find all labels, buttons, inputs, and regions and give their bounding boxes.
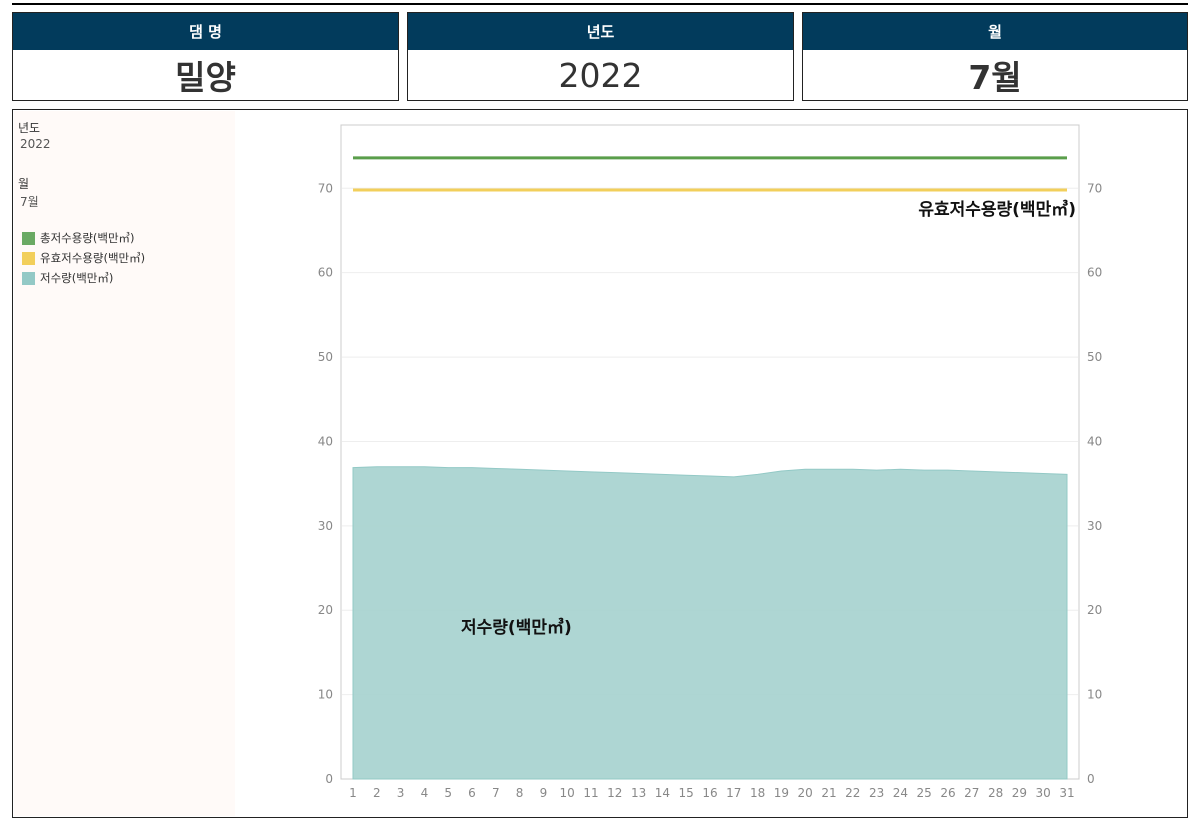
dam-name-value: 밀양 [175, 58, 236, 97]
x-tick-label: 22 [845, 786, 860, 800]
legend-item-storage[interactable]: 저수량(백만㎥) [22, 270, 113, 286]
dam-name-card: 댐 명 밀양 [12, 12, 399, 101]
y-tick-label-left: 70 [318, 181, 333, 195]
legend-item-effective[interactable]: 유효저수용량(백만㎥) [22, 250, 145, 266]
x-tick-label: 26 [940, 786, 955, 800]
annotation-storage: 저수량(백만㎥) [461, 617, 572, 638]
legend-swatch-total [22, 231, 35, 245]
y-tick-label-right: 70 [1087, 181, 1102, 195]
x-tick-label: 14 [655, 786, 670, 800]
y-tick-label-left: 60 [318, 266, 333, 280]
legend-label-total: 총저수용량(백만㎥) [40, 231, 135, 245]
x-tick-label: 15 [679, 786, 694, 800]
x-tick-label: 9 [540, 786, 548, 800]
x-tick-label: 19 [774, 786, 789, 800]
x-tick-label: 28 [988, 786, 1003, 800]
y-tick-label-right: 20 [1087, 603, 1102, 617]
x-tick-label: 31 [1059, 786, 1074, 800]
series-group [352, 156, 1068, 780]
y-tick-label-left: 0 [325, 772, 333, 786]
x-tick-label: 12 [607, 786, 622, 800]
y-tick-label-right: 10 [1087, 688, 1102, 702]
x-tick-label: 6 [468, 786, 476, 800]
x-tick-label: 23 [869, 786, 884, 800]
y-tick-label-right: 60 [1087, 266, 1102, 280]
legend-swatch-effective [22, 251, 35, 265]
year-card: 년도 2022 [407, 12, 794, 101]
y-tick-label-right: 0 [1087, 772, 1095, 786]
year-filter-label: 년도 [18, 121, 41, 135]
month-filter-value[interactable]: 7월 [20, 195, 39, 209]
x-tick-label: 5 [444, 786, 452, 800]
top-rule [12, 3, 1188, 5]
year-header: 년도 [408, 13, 793, 50]
x-tick-label: 17 [726, 786, 741, 800]
x-tick-label: 25 [917, 786, 932, 800]
x-tick-label: 20 [798, 786, 813, 800]
series-area-storage [352, 466, 1068, 780]
x-tick-label: 1 [349, 786, 357, 800]
legend-label-effective: 유효저수용량(백만㎥) [40, 251, 146, 265]
y-tick-label-left: 50 [318, 350, 333, 364]
y-axis-right: 0 10 20 30 40 50 60 70 [1087, 181, 1102, 786]
y-tick-label-left: 10 [318, 688, 333, 702]
month-card: 월 7월 [802, 12, 1188, 101]
month-header: 월 [803, 13, 1187, 50]
x-tick-label: 27 [964, 786, 979, 800]
annotation-effective-capacity: 유효저수용량(백만㎥) [918, 199, 1076, 220]
y-axis-left: 0 10 20 30 40 50 60 70 [318, 181, 333, 786]
x-axis: 1 2 3 4 5 6 7 8 9 10 11 12 13 14 15 16 17 18 19 20 21 22 23 24 2… [349, 786, 1074, 800]
year-filter-value[interactable]: 2022 [20, 137, 51, 151]
y-tick-label-left: 20 [318, 603, 333, 617]
x-tick-label: 2 [373, 786, 381, 800]
x-tick-label: 10 [560, 786, 575, 800]
y-tick-label-right: 40 [1087, 434, 1102, 448]
month-filter-label: 월 [18, 177, 30, 191]
x-tick-label: 4 [421, 786, 429, 800]
x-tick-label: 24 [893, 786, 908, 800]
year-value: 2022 [558, 55, 643, 95]
x-tick-label: 29 [1012, 786, 1027, 800]
legend-item-total[interactable]: 총저수용량(백만㎥) [22, 230, 135, 246]
legend-label-storage: 저수량(백만㎥) [40, 271, 114, 285]
y-tick-label-right: 50 [1087, 350, 1102, 364]
x-tick-label: 18 [750, 786, 765, 800]
filter-sidebar: 년도 2022 월 7월 총저수용량(백만㎥) 유효저수용량(백만㎥) 저수량(… [14, 111, 235, 816]
x-tick-label: 7 [492, 786, 500, 800]
x-tick-label: 16 [702, 786, 717, 800]
dam-name-header: 댐 명 [13, 13, 398, 50]
y-tick-label-left: 40 [318, 434, 333, 448]
y-tick-label-left: 30 [318, 519, 333, 533]
x-tick-label: 30 [1036, 786, 1051, 800]
x-tick-label: 11 [583, 786, 598, 800]
legend-swatch-storage [22, 271, 35, 285]
y-tick-label-right: 30 [1087, 519, 1102, 533]
x-tick-label: 3 [397, 786, 405, 800]
x-tick-label: 8 [516, 786, 524, 800]
month-value: 7월 [968, 58, 1022, 97]
x-tick-label: 13 [631, 786, 646, 800]
x-tick-label: 21 [821, 786, 836, 800]
